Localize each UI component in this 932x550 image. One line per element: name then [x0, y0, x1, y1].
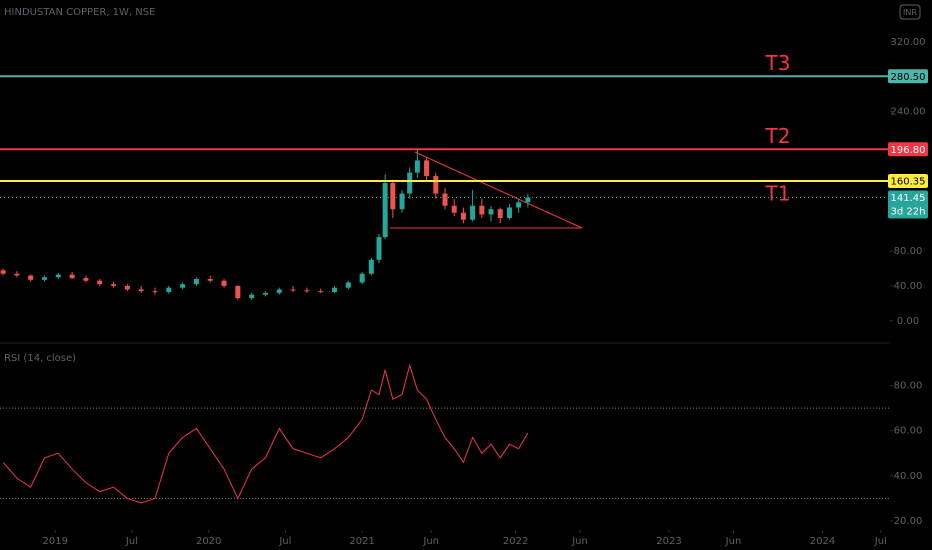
candle-body: [262, 292, 268, 295]
y-tick-label: 80.00: [894, 381, 923, 392]
candle-body: [442, 193, 448, 206]
y-tick-label: 20.00: [894, 516, 923, 527]
candle-body: [83, 278, 89, 281]
x-tick-label: 2022: [503, 536, 528, 547]
price-tag-label: 160.35: [891, 177, 926, 188]
candle-body: [207, 278, 213, 281]
chart-title: HINDUSTAN COPPER, 1W, NSE: [4, 7, 155, 18]
candle-body: [525, 197, 531, 203]
candle-body: [166, 287, 172, 293]
y-tick-label: 40.00: [894, 281, 923, 292]
y-tick-label: 240.00: [891, 107, 926, 118]
x-tick-label: 2021: [349, 536, 374, 547]
candle-body: [382, 183, 388, 238]
price-tag-label: 196.80: [891, 145, 926, 156]
candle-body: [470, 205, 476, 220]
candle-body: [359, 273, 365, 283]
rsi-line: [2, 363, 529, 504]
x-tick-label: Jul: [278, 536, 291, 547]
x-tick-label: Jun: [422, 536, 439, 547]
y-tick-label: 0.00: [897, 316, 919, 327]
candle-body: [111, 284, 117, 286]
x-tick-label: Jun: [725, 536, 742, 547]
candle-body: [506, 207, 512, 218]
rsi-title: RSI (14, close): [4, 353, 76, 364]
candle-body: [390, 183, 396, 210]
currency-badge[interactable]: [899, 4, 921, 20]
y-tick-label: 80.00: [894, 246, 923, 257]
candle-body: [249, 294, 255, 299]
candle-body: [488, 209, 494, 215]
currency: INR: [903, 8, 917, 17]
x-tick-label: 2020: [196, 536, 221, 547]
candle-body: [42, 277, 47, 280]
candle-body: [497, 209, 503, 218]
candle-body: [304, 290, 310, 292]
candle-body: [368, 259, 374, 274]
candle-body: [28, 275, 34, 280]
candle-body: [516, 202, 522, 208]
price-tag: [888, 142, 928, 157]
price-tag: [888, 174, 928, 189]
candle-body: [69, 274, 75, 279]
level-name: T1: [765, 182, 791, 206]
candle-body: [235, 285, 241, 299]
level-name: T2: [765, 124, 791, 148]
candle-body: [376, 237, 382, 260]
candle-body: [276, 289, 282, 293]
level-name: T3: [765, 51, 791, 75]
candle-body: [55, 274, 61, 278]
price-tag: [888, 69, 928, 84]
x-tick-label: Jul: [874, 536, 887, 547]
candle-body: [97, 280, 103, 285]
candle-body: [433, 176, 439, 194]
candle-body: [407, 172, 413, 194]
candle-body: [124, 285, 130, 290]
last-price-label: 141.45: [891, 193, 926, 204]
x-tick-label: 2019: [43, 536, 68, 547]
price-tag: [888, 190, 928, 219]
x-tick-label: Jul: [125, 536, 138, 547]
candle-body: [0, 270, 6, 274]
candle-body: [479, 205, 485, 215]
candle-body: [414, 160, 420, 173]
y-tick-label: 60.00: [894, 426, 923, 437]
price-tag-label: 280.50: [891, 72, 926, 83]
candle-body: [345, 282, 351, 288]
y-tick-label: 320.00: [891, 37, 926, 48]
candle-body: [180, 284, 186, 288]
x-tick-label: 2023: [656, 536, 681, 547]
x-tick-label: 2024: [810, 536, 835, 547]
trendline: [414, 151, 583, 229]
candle-body: [318, 291, 324, 293]
candle-body: [14, 273, 20, 276]
countdown: 3d 22h: [891, 207, 926, 218]
candle-body: [221, 280, 227, 286]
y-tick-label: 40.00: [894, 471, 923, 482]
candle-body: [332, 287, 338, 293]
candle-body: [424, 160, 430, 177]
candle-body: [193, 278, 199, 285]
candle-body: [399, 193, 405, 210]
x-tick-label: Jun: [571, 536, 588, 547]
candle-body: [290, 289, 296, 291]
candle-body: [138, 289, 144, 292]
candle-body: [460, 212, 466, 220]
candle-body: [451, 205, 457, 213]
candle-body: [152, 291, 158, 293]
